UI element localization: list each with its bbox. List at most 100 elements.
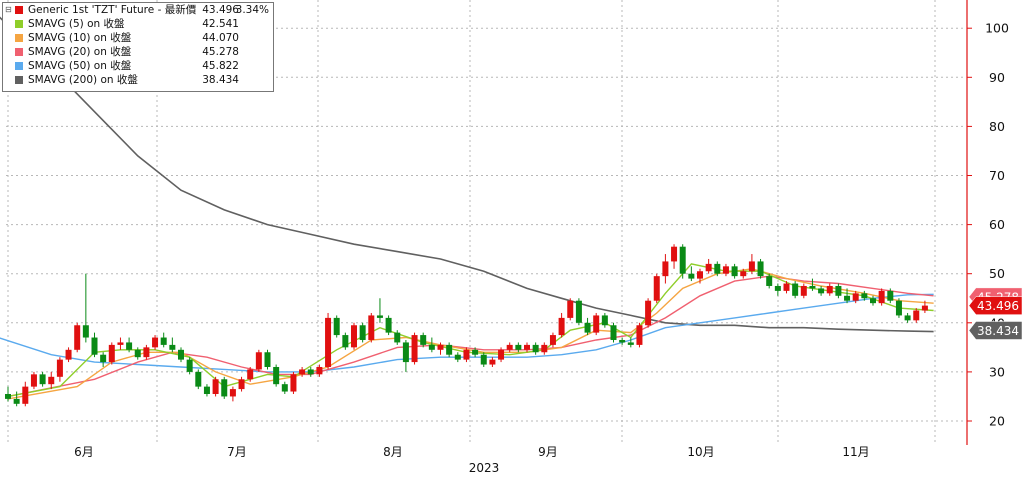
candle xyxy=(212,376,219,397)
y-tick-label: 80 xyxy=(989,119,1005,134)
candle-body xyxy=(870,298,876,304)
price-axis: 2030405060708090100 xyxy=(966,0,1009,445)
candle-body xyxy=(307,369,314,375)
ma-line xyxy=(7,263,934,398)
candle-body xyxy=(273,366,280,385)
candle-body xyxy=(30,374,37,387)
candle xyxy=(567,298,574,321)
candle-body xyxy=(91,337,98,355)
candle-body xyxy=(169,344,176,350)
candle xyxy=(835,283,842,299)
candle xyxy=(645,298,652,328)
legend-row-sma5: SMAVG (5) on 收盤 42.541 xyxy=(3,17,273,31)
candle xyxy=(238,376,245,392)
legend-swatch xyxy=(15,62,23,70)
candle-body xyxy=(601,315,608,326)
candle-body xyxy=(446,344,453,355)
candle-body xyxy=(385,317,392,333)
ma-line xyxy=(0,16,934,333)
candle xyxy=(100,352,107,367)
candle xyxy=(809,278,816,291)
candle xyxy=(489,357,496,367)
candle-body xyxy=(498,349,505,360)
candle-body xyxy=(65,349,72,360)
candle-body xyxy=(22,386,29,404)
candle-body xyxy=(48,376,55,385)
candle xyxy=(887,288,894,304)
candle xyxy=(13,391,20,407)
candle xyxy=(255,349,262,372)
candle-body xyxy=(792,283,799,296)
candle xyxy=(22,381,29,407)
candle-body xyxy=(688,273,695,279)
candle xyxy=(610,322,617,343)
candle-body xyxy=(342,335,349,348)
price-tag-box xyxy=(968,321,1022,340)
legend-label: SMAVG (20) on 收盤 xyxy=(28,46,132,58)
candle-body xyxy=(593,315,600,333)
candle-body xyxy=(558,317,565,336)
legend-swatch xyxy=(15,76,23,84)
candle-body xyxy=(887,290,894,301)
candle-body xyxy=(56,359,63,377)
candle xyxy=(913,308,920,323)
candle xyxy=(273,364,280,387)
candle-body xyxy=(774,285,781,291)
candle-body xyxy=(921,305,928,311)
legend-row-sma20: SMAVG (20) on 收盤 45.278 xyxy=(3,45,273,59)
candle xyxy=(290,371,297,394)
candle-body xyxy=(852,293,859,301)
legend-label: SMAVG (5) on 收盤 xyxy=(28,18,125,30)
candle-body xyxy=(757,261,764,277)
candle xyxy=(792,281,799,299)
candle-body xyxy=(662,261,669,277)
candle xyxy=(653,273,660,304)
candle xyxy=(601,312,608,328)
candle xyxy=(134,347,141,360)
candle xyxy=(748,254,755,274)
candle xyxy=(143,344,150,360)
candle xyxy=(671,244,678,269)
collapse-icon[interactable]: ⊟ xyxy=(5,5,12,14)
candle-body xyxy=(299,369,306,375)
candle-body xyxy=(143,347,150,358)
candle xyxy=(878,288,885,306)
candle-body xyxy=(835,285,842,296)
price-tag: 43.496 xyxy=(968,296,1022,315)
candle-body xyxy=(255,352,262,370)
legend-row-sma10: SMAVG (10) on 收盤 44.070 xyxy=(3,31,273,45)
candle-body xyxy=(584,322,591,333)
candles xyxy=(5,244,928,407)
legend-label: SMAVG (10) on 收盤 xyxy=(28,32,132,44)
candle xyxy=(169,337,176,353)
candle xyxy=(558,312,565,338)
x-tick-label: 7月 xyxy=(227,445,247,459)
candle xyxy=(437,342,444,355)
candle-body xyxy=(186,359,193,372)
candle xyxy=(325,312,332,370)
candle xyxy=(178,347,184,363)
candle xyxy=(921,300,928,313)
candle xyxy=(766,273,773,289)
candle xyxy=(264,349,271,370)
candle xyxy=(30,371,37,390)
candle xyxy=(56,357,63,382)
candle-body xyxy=(878,290,885,304)
x-tick-label: 10月 xyxy=(687,445,714,459)
candle xyxy=(394,330,401,345)
y-tick-label: 30 xyxy=(989,364,1005,379)
candle xyxy=(549,332,556,348)
candle-body xyxy=(489,359,496,365)
candle xyxy=(662,254,669,284)
candle xyxy=(524,342,530,353)
price-tag-label: 38.434 xyxy=(977,324,1019,338)
candle-body xyxy=(619,339,626,343)
candle xyxy=(74,322,81,353)
candle-body xyxy=(195,371,202,387)
candle xyxy=(333,315,340,338)
candle xyxy=(195,369,202,390)
candle xyxy=(895,298,902,318)
candle-body xyxy=(126,342,133,350)
candle-body xyxy=(645,300,652,326)
legend-row-sma50: SMAVG (50) on 收盤 45.822 xyxy=(3,59,273,73)
